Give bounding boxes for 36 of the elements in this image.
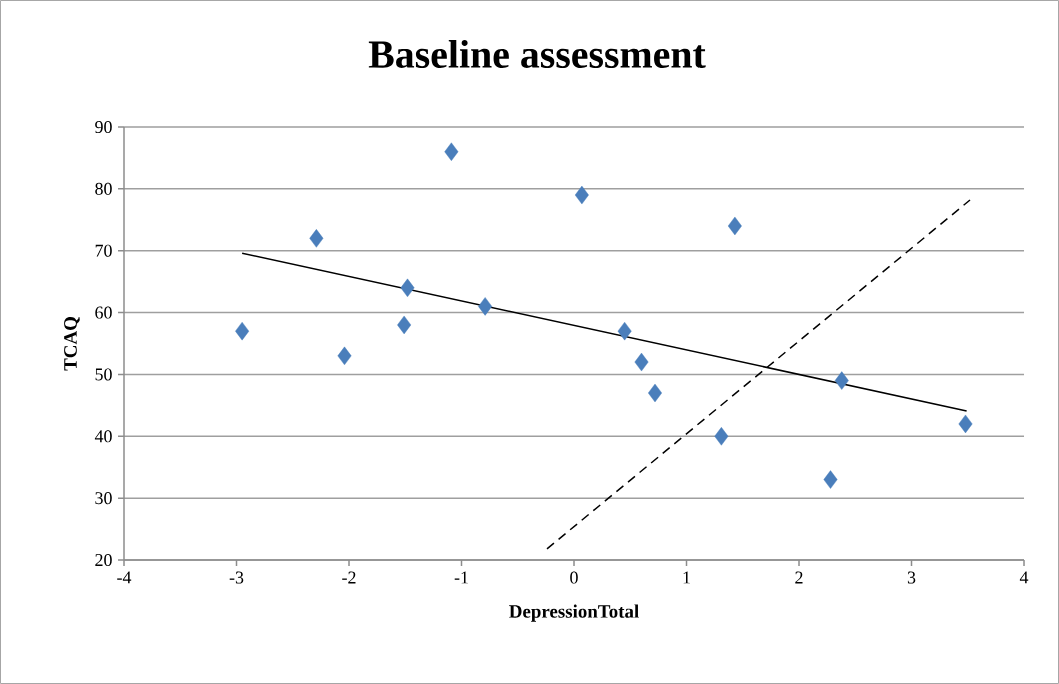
- y-tick-label: 60: [95, 306, 112, 319]
- x-tick-label: 3: [907, 571, 916, 584]
- point: [444, 142, 459, 161]
- point: [714, 427, 729, 446]
- x-tick-label: 1: [683, 571, 690, 584]
- point: [309, 229, 324, 248]
- point: [337, 346, 352, 366]
- y-tick-label: 80: [95, 182, 112, 195]
- y-tick-label: 90: [95, 120, 112, 134]
- y-axis-title: TCAQ: [64, 317, 80, 371]
- point: [727, 216, 742, 236]
- point: [574, 185, 589, 205]
- point: [634, 352, 649, 372]
- x-tick-label: -3: [229, 571, 244, 584]
- x-tick-label: -4: [117, 571, 132, 584]
- x-tick-label: 2: [795, 571, 803, 584]
- x-tick-label: 4: [1019, 571, 1029, 584]
- point: [617, 321, 632, 341]
- x-tick-label: 0: [570, 571, 578, 584]
- y-tick-label: 30: [95, 492, 112, 505]
- point: [834, 371, 849, 390]
- point: [648, 383, 662, 403]
- x-tick-label: -1: [454, 571, 468, 584]
- x-axis-title: DepressionTotal: [509, 604, 639, 622]
- y-tick-label: 50: [95, 368, 112, 381]
- point: [958, 414, 973, 434]
- y-tick-label: 70: [95, 244, 112, 257]
- point: [400, 278, 415, 298]
- chart-title: Baseline assessment: [368, 39, 706, 69]
- point: [478, 297, 493, 316]
- point: [823, 470, 838, 489]
- point: [397, 315, 412, 335]
- x-tick-label: -2: [342, 571, 356, 584]
- y-tick-label: 40: [94, 430, 112, 443]
- point: [235, 321, 250, 341]
- y-tick-label: 20: [95, 553, 112, 567]
